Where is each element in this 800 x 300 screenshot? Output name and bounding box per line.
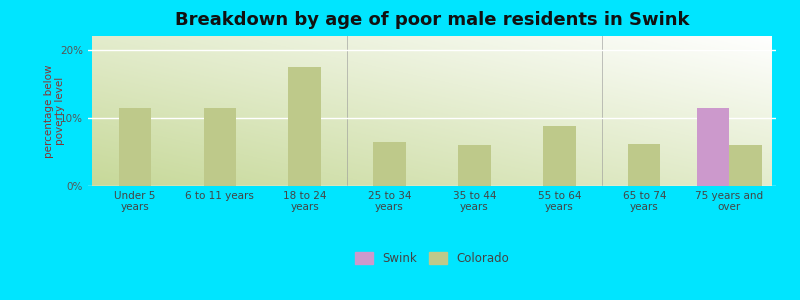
Bar [697,108,730,186]
Bar [730,145,762,186]
Title: Breakdown by age of poor male residents in Swink: Breakdown by age of poor male residents … [174,11,690,29]
Bar [118,108,151,186]
Bar [543,126,575,186]
Bar [458,145,490,186]
Bar [203,108,236,186]
Bar [628,144,661,186]
Bar [374,142,406,186]
Legend: Swink, Colorado: Swink, Colorado [350,248,514,270]
Bar [289,67,321,186]
Y-axis label: percentage below
poverty level: percentage below poverty level [44,64,66,158]
